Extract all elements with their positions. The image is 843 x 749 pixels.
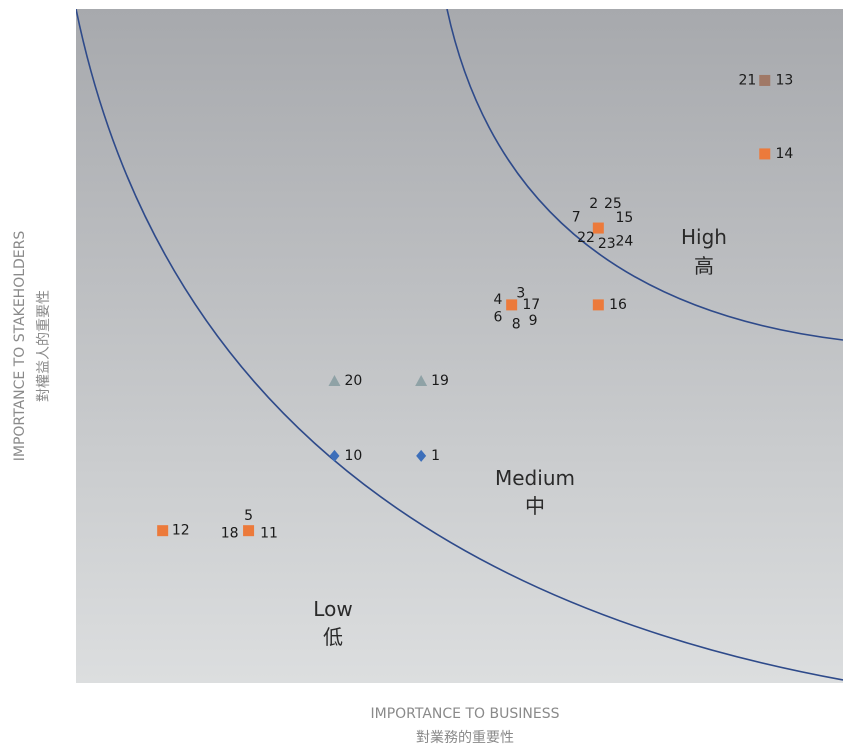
data-point-triangle-marker	[415, 375, 428, 387]
data-point-label: 25	[604, 196, 622, 212]
data-point-label: 5	[244, 508, 253, 524]
data-point-label: 16	[609, 297, 627, 313]
zone-boundaries	[76, 9, 843, 681]
data-point-label: 24	[615, 234, 633, 250]
data-point-square-marker	[506, 299, 518, 311]
zone-high-label-zh: 高	[694, 254, 714, 278]
data-point-label: 18	[221, 525, 239, 541]
low-medium-boundary-curve	[76, 9, 843, 681]
data-point-label: 8	[512, 316, 521, 332]
data-point-diamond-marker	[329, 449, 340, 462]
data-point-label: 20	[344, 373, 362, 389]
zone-labels: Low 低 Medium 中 High 高	[313, 225, 727, 649]
x-axis-title: IMPORTANCE TO BUSINESS	[371, 706, 560, 722]
data-point-label: 17	[522, 297, 540, 313]
data-point-square-marker	[592, 299, 604, 311]
data-point-label: 14	[776, 146, 794, 162]
data-point-square-marker	[759, 74, 771, 86]
data-point-square-marker	[592, 222, 604, 234]
data-point-label: 6	[494, 310, 503, 326]
data-point-label: 3	[516, 285, 525, 301]
data-point-label: 7	[572, 209, 581, 225]
data-point-label: 21	[739, 72, 757, 88]
data-point-label: 15	[615, 210, 633, 226]
data-point-square-marker	[157, 525, 169, 537]
medium-high-boundary-curve	[446, 9, 843, 341]
zone-low-label: Low	[313, 597, 352, 621]
plot-area-background	[76, 9, 843, 683]
data-point-label: 4	[494, 292, 503, 308]
data-point-square-marker	[243, 525, 255, 537]
zone-low-label-zh: 低	[323, 625, 343, 649]
data-point-label: 13	[776, 72, 794, 88]
data-point-label: 22	[577, 230, 595, 246]
data-point-triangle-marker	[328, 375, 341, 387]
x-axis-title-zh: 對業務的重要性	[416, 730, 514, 746]
data-point-square-marker	[759, 148, 771, 160]
data-point-label: 19	[431, 373, 449, 389]
data-point-label: 10	[344, 448, 362, 464]
data-point-diamond-marker	[416, 449, 427, 462]
data-point-label: 9	[529, 313, 538, 329]
zone-medium-label: Medium	[495, 466, 575, 490]
y-axis-title-zh: 對權益人的重要性	[36, 290, 52, 402]
data-point-label: 1	[431, 448, 440, 464]
zone-high-label: High	[681, 225, 727, 249]
data-point-labels: 12 5 18 11 10 1 20 19 34 17 6 8 9 16 2 25 7 15 22 23 24 14 21 1…	[172, 72, 794, 541]
y-axis-title: IMPORTANCE TO STAKEHOLDERS	[12, 231, 28, 462]
zone-medium-label-zh: 中	[525, 494, 545, 518]
data-point-label: 11	[260, 525, 278, 541]
data-point-label: 2	[589, 196, 598, 212]
data-point-label: 12	[172, 523, 190, 539]
data-point-label: 23	[598, 236, 616, 252]
data-markers	[157, 74, 771, 537]
